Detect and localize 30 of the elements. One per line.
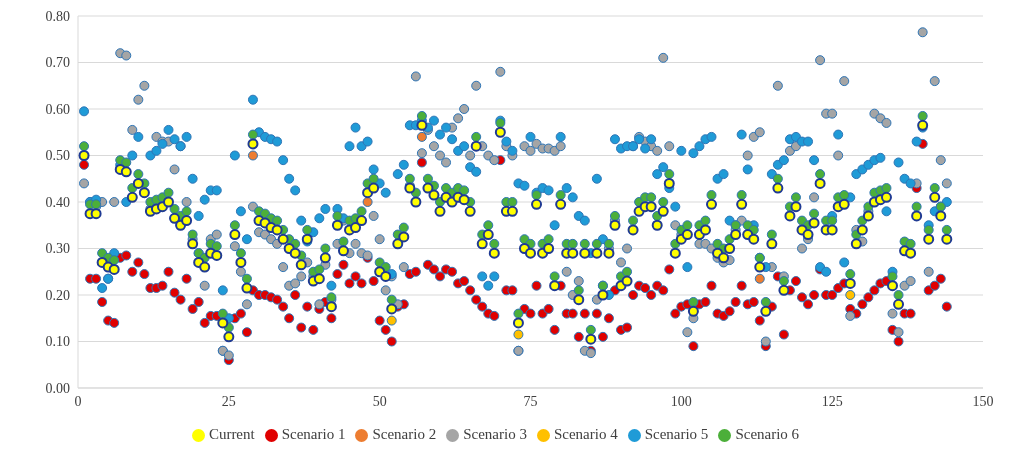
point (513, 329, 524, 340)
y-tick-label: 0.70 (45, 55, 70, 71)
y-tick-label: 0.40 (45, 194, 70, 210)
point (754, 273, 765, 284)
y-tick-label: 0.50 (45, 148, 70, 164)
point (362, 197, 373, 207)
y-tick-label: 0.60 (45, 101, 70, 117)
y-tick-label: 0.30 (45, 241, 70, 257)
point (247, 150, 258, 161)
legend-label: Scenario 4 (553, 426, 618, 442)
y-tick-label: 0.00 (45, 380, 70, 396)
x-tick-label: 75 (523, 393, 538, 409)
y-tick-label: 0.20 (45, 287, 70, 303)
legend-label: Scenario 6 (735, 426, 800, 442)
legend-label: Current (208, 426, 255, 442)
point (416, 131, 427, 142)
legend-label: Scenario 1 (281, 426, 346, 442)
legend-label: Scenario 5 (644, 426, 709, 442)
x-tick-label: 100 (670, 393, 692, 409)
y-tick-label: 0.80 (45, 8, 70, 24)
legend-label: Scenario 3 (463, 426, 527, 442)
y-tick-label: 0.10 (45, 334, 70, 350)
point (386, 315, 397, 326)
x-tick-label: 125 (821, 393, 843, 409)
x-tick-label: 25 (221, 393, 236, 409)
x-tick-label: 0 (74, 393, 82, 409)
x-tick-label: 50 (372, 393, 387, 409)
x-tick-label: 150 (972, 393, 994, 409)
point (845, 290, 856, 300)
legend-label: Scenario 2 (372, 426, 437, 442)
